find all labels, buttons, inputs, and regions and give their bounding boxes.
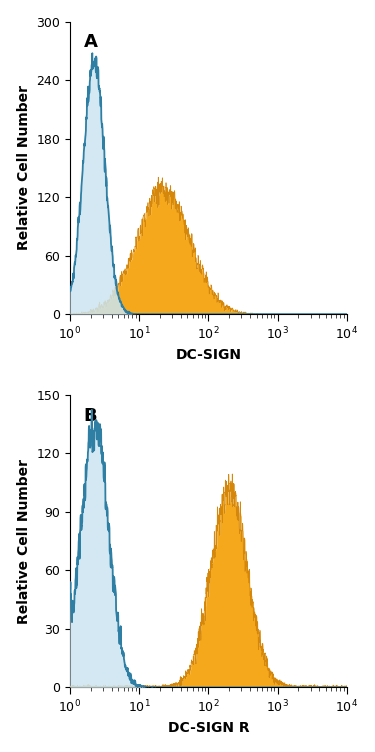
Text: B: B <box>84 407 97 425</box>
Text: A: A <box>84 33 98 51</box>
Y-axis label: Relative Cell Number: Relative Cell Number <box>16 86 31 250</box>
X-axis label: DC-SIGN R: DC-SIGN R <box>168 721 249 735</box>
X-axis label: DC-SIGN: DC-SIGN <box>176 348 242 362</box>
Y-axis label: Relative Cell Number: Relative Cell Number <box>16 459 31 623</box>
